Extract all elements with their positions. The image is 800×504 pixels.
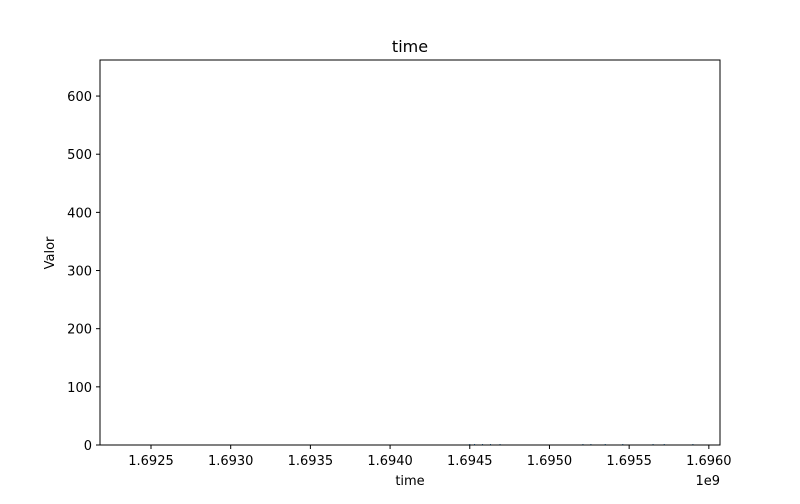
x-tick-label: 1.6930 bbox=[208, 454, 254, 469]
y-tick-label: 300 bbox=[67, 265, 92, 280]
x-offset-label: 1e9 bbox=[695, 474, 720, 489]
x-tick-label: 1.6940 bbox=[367, 454, 413, 469]
x-axis: 1.6925 1.6930 1.6935 1.6940 1.6945 1.6950 1.69… bbox=[128, 445, 732, 469]
y-tick-label: 400 bbox=[67, 206, 92, 221]
x-tick-label: 1.6960 bbox=[686, 454, 732, 469]
chart-title: time bbox=[392, 37, 428, 56]
y-tick-label: 500 bbox=[67, 148, 92, 163]
y-tick-label: 0 bbox=[84, 439, 92, 454]
x-tick-label: 1.6925 bbox=[128, 454, 174, 469]
y-axis: 0 100 200 300 400 500 600 bbox=[67, 90, 100, 454]
y-tick-label: 100 bbox=[67, 381, 92, 396]
y-tick-label: 600 bbox=[67, 90, 92, 105]
x-tick-label: 1.6935 bbox=[288, 454, 334, 469]
y-axis-label: Valor bbox=[43, 236, 58, 269]
y-tick-label: 200 bbox=[67, 323, 92, 338]
x-axis-label: time bbox=[395, 474, 424, 489]
x-tick-label: 1.6945 bbox=[447, 454, 493, 469]
x-tick-label: 1.6955 bbox=[606, 454, 652, 469]
x-tick-label: 1.6950 bbox=[527, 454, 573, 469]
plot-frame bbox=[99, 59, 721, 446]
